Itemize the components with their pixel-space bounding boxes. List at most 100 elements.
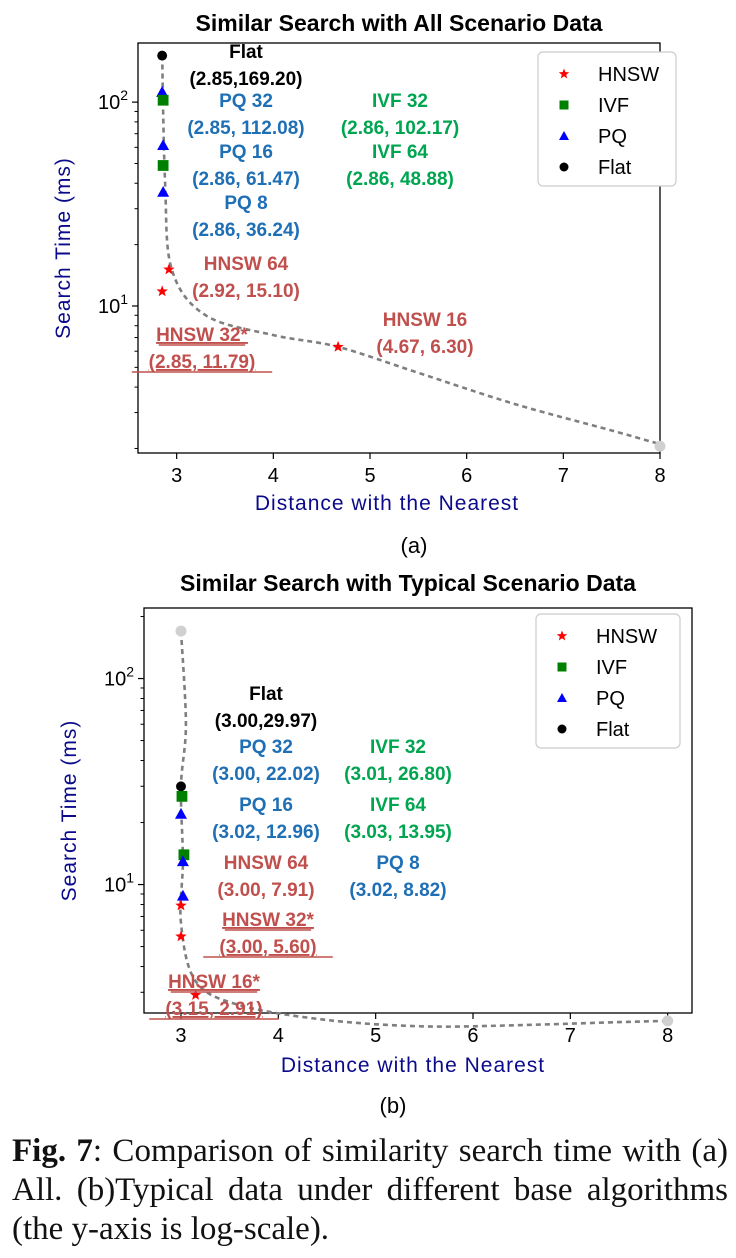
point-label-name: HNSW 16* <box>168 972 260 993</box>
data-point-pq <box>174 807 187 819</box>
point-label-name: IVF 64 <box>372 142 428 163</box>
chart-title: Similar Search with Typical Scenario Dat… <box>180 570 636 596</box>
point-label-name: HNSW 32* <box>222 910 314 931</box>
data-point-hnsw <box>189 989 202 1000</box>
point-label-name: PQ 8 <box>224 193 267 214</box>
point-label-name: HNSW 32* <box>156 325 248 346</box>
point-label-name: Flat <box>249 684 283 705</box>
y-axis-label: Search Time (ms) <box>58 720 81 902</box>
data-point-pq <box>156 86 169 97</box>
y-tick-label: 101 <box>104 870 134 897</box>
data-point-ivf <box>176 790 188 802</box>
chart-title: Similar Search with All Scenario Data <box>196 10 603 36</box>
point-label-name: HNSW 16 <box>383 310 467 331</box>
point-label-name: IVF 64 <box>370 795 426 816</box>
point-label-coords: (2.85,169.20) <box>189 69 302 90</box>
x-tick-label: 4 <box>268 465 279 487</box>
legend-marker-hnsw <box>558 68 570 79</box>
legend-box <box>537 51 677 187</box>
data-point-ivf <box>157 160 169 171</box>
data-point-pq <box>157 185 170 197</box>
data-point-flat <box>157 50 168 61</box>
data-point-pq <box>176 855 189 867</box>
x-tick-label: 7 <box>565 1025 576 1047</box>
x-tick-label: 3 <box>175 1025 186 1047</box>
point-label-coords: (3.01, 26.80) <box>344 764 452 785</box>
legend-marker-flat <box>559 162 569 172</box>
legend-label: PQ <box>598 126 627 148</box>
caption-text: : Comparison of similarity search time w… <box>12 1133 728 1247</box>
data-point-pq <box>157 139 170 151</box>
x-axis-label: Distance with the Nearest <box>255 492 519 515</box>
y-axis-label: Search Time (ms) <box>52 157 75 339</box>
data-point-hnsw <box>175 899 187 911</box>
data-point-flat <box>176 781 186 792</box>
point-label-coords: (3.00,29.97) <box>215 711 317 732</box>
point-label-coords: (2.86, 36.24) <box>192 220 300 241</box>
point-label-coords: (3.00, 22.02) <box>212 764 320 785</box>
legend-label: HNSW <box>596 626 657 648</box>
figure-label: Fig. 7 <box>12 1133 93 1169</box>
trend-endpoint <box>175 625 187 637</box>
chart-a: Similar Search with All Scenario Data 3 4 5… <box>52 10 677 558</box>
legend-label: IVF <box>596 657 627 679</box>
point-label-coords: (2.86, 48.88) <box>346 169 454 190</box>
legend-marker-flat <box>557 724 567 734</box>
point-label-coords: (3.00, 7.91) <box>217 880 314 901</box>
panel-label: (b) <box>380 1093 407 1118</box>
plot-frame <box>143 607 693 1014</box>
legend-label: IVF <box>598 95 629 117</box>
point-label-name: HNSW 64 <box>204 254 289 275</box>
y-tick-label: 102 <box>104 664 134 691</box>
trend-endpoint <box>662 1015 674 1027</box>
legend-marker-pq <box>559 131 569 140</box>
legend-marker-ivf <box>557 662 567 672</box>
data-point-hnsw <box>163 263 175 275</box>
point-label-coords: (3.15, 2.91) <box>165 999 262 1020</box>
y-tick-label: 102 <box>98 87 128 114</box>
point-label-coords: (2.86, 61.47) <box>192 169 300 190</box>
point-label-coords: (2.92, 15.10) <box>192 281 300 302</box>
plot-frame <box>137 42 661 454</box>
x-tick-label: 4 <box>273 1025 284 1047</box>
panel-label: (a) <box>401 533 428 558</box>
trend-endpoint <box>654 440 666 452</box>
figure-caption: Fig. 7: Comparison of similarity search … <box>12 1132 728 1249</box>
x-tick-label: 5 <box>370 1025 381 1047</box>
point-label-coords: (3.00, 5.60) <box>219 937 316 958</box>
point-label-coords: (3.03, 13.95) <box>344 822 452 843</box>
point-label-coords: (4.67, 6.30) <box>376 337 473 358</box>
x-tick-label: 6 <box>461 465 472 487</box>
data-point-hnsw <box>332 340 344 352</box>
legend-label: Flat <box>596 719 630 741</box>
point-label-name: IVF 32 <box>370 737 426 758</box>
point-label-coords: (2.85, 11.79) <box>149 352 256 373</box>
legend-marker-pq <box>557 693 567 702</box>
x-tick-label: 8 <box>662 1025 673 1047</box>
legend-label: PQ <box>596 688 625 710</box>
x-tick-label: 3 <box>171 465 182 487</box>
trend-curve <box>179 631 668 1028</box>
point-label-name: PQ 16 <box>239 795 293 816</box>
point-label-name: PQ 8 <box>376 853 419 874</box>
x-tick-label: 7 <box>558 465 569 487</box>
legend-label: HNSW <box>598 64 659 86</box>
y-tick-label: 101 <box>98 291 128 318</box>
legend-marker-hnsw <box>556 630 568 641</box>
x-tick-label: 6 <box>467 1025 478 1047</box>
legend-label: Flat <box>598 157 632 179</box>
point-label-name: IVF 32 <box>372 91 428 112</box>
legend-marker-ivf <box>559 100 569 110</box>
point-label-coords: (2.85, 112.08) <box>187 118 304 139</box>
point-label-name: HNSW 64 <box>224 853 309 874</box>
legend-box <box>535 613 681 749</box>
point-label-coords: (3.02, 8.82) <box>349 880 446 901</box>
x-tick-label: 8 <box>654 465 665 487</box>
point-label-coords: (3.02, 12.96) <box>212 822 320 843</box>
point-label-coords: (2.86, 102.17) <box>341 118 459 139</box>
data-point-pq <box>176 889 189 901</box>
point-label-name: PQ 32 <box>219 91 273 112</box>
point-label-name: PQ 16 <box>219 142 273 163</box>
trend-curve <box>160 55 661 446</box>
x-axis-label: Distance with the Nearest <box>281 1054 545 1077</box>
